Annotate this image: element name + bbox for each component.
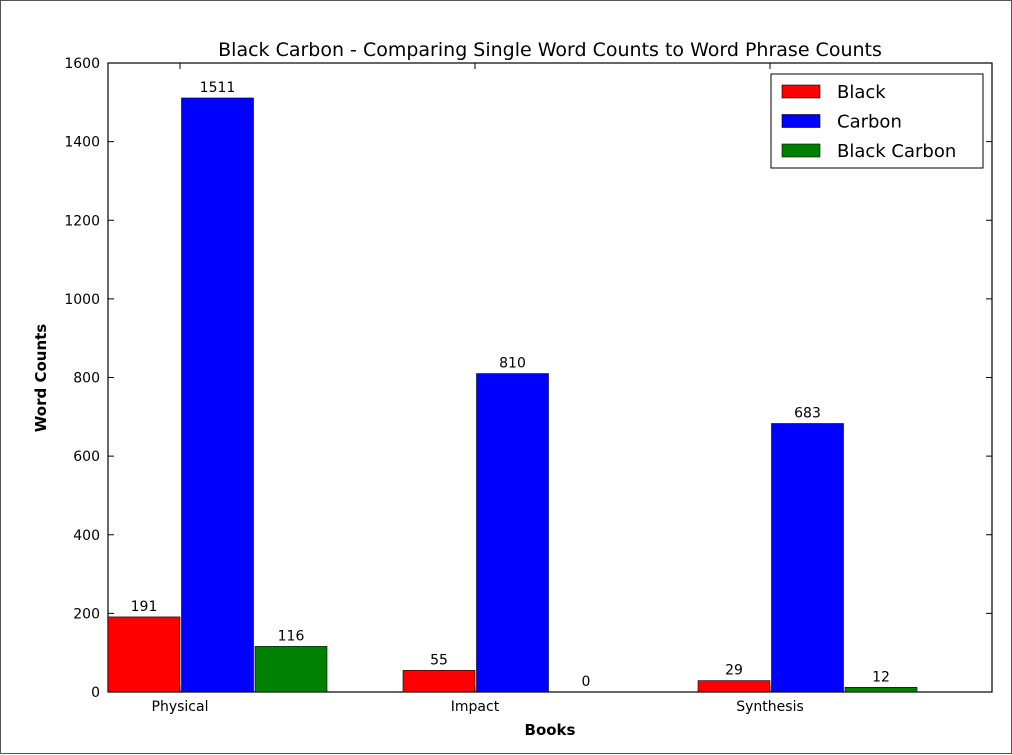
legend-swatch [781, 143, 821, 158]
legend-label: Black Carbon [837, 141, 956, 162]
chart-title: Black Carbon - Comparing Single Word Cou… [218, 39, 882, 61]
x-axis-label: Books [525, 721, 576, 739]
bar-value-label: 55 [430, 652, 448, 668]
y-tick-label: 800 [73, 371, 100, 387]
bar [107, 616, 181, 693]
y-tick-label: 1600 [64, 56, 100, 72]
x-tick-label: Impact [451, 699, 500, 715]
y-tick-label: 1000 [64, 292, 100, 308]
plot-area: 0 200 400 600 800 1000 1200 1400 1600 191 1511 116 P… [64, 56, 993, 715]
bar [844, 686, 918, 693]
bar-value-label: 683 [794, 405, 821, 421]
bar [771, 423, 844, 693]
bar [476, 373, 549, 693]
y-axis-label: Word Counts [32, 324, 50, 433]
bar [254, 646, 328, 693]
legend: Black Carbon Black Carbon [770, 73, 984, 169]
x-tick-label: Synthesis [736, 699, 804, 715]
bar-value-label: 116 [278, 628, 305, 644]
legend-label: Black [837, 82, 886, 103]
bar-value-label: 191 [131, 599, 158, 615]
bar-value-label: 0 [582, 674, 591, 690]
y-tick-label: 600 [73, 449, 100, 465]
y-tick-label: 200 [73, 606, 100, 622]
bar [181, 97, 254, 693]
bar-value-label: 12 [872, 669, 890, 685]
bar [402, 670, 476, 693]
bar [697, 680, 771, 693]
legend-label: Carbon [837, 112, 902, 133]
bar-value-label: 1511 [200, 80, 236, 96]
legend-swatch [781, 114, 821, 128]
bar-value-label: 810 [499, 356, 526, 372]
y-tick-label: 1400 [64, 135, 100, 151]
y-tick-label: 400 [73, 528, 100, 544]
x-tick-label: Physical [152, 699, 209, 715]
legend-swatch [781, 84, 821, 99]
y-tick-label: 0 [91, 685, 100, 701]
bar-value-label: 29 [725, 663, 743, 679]
y-tick-label: 1200 [64, 213, 100, 229]
